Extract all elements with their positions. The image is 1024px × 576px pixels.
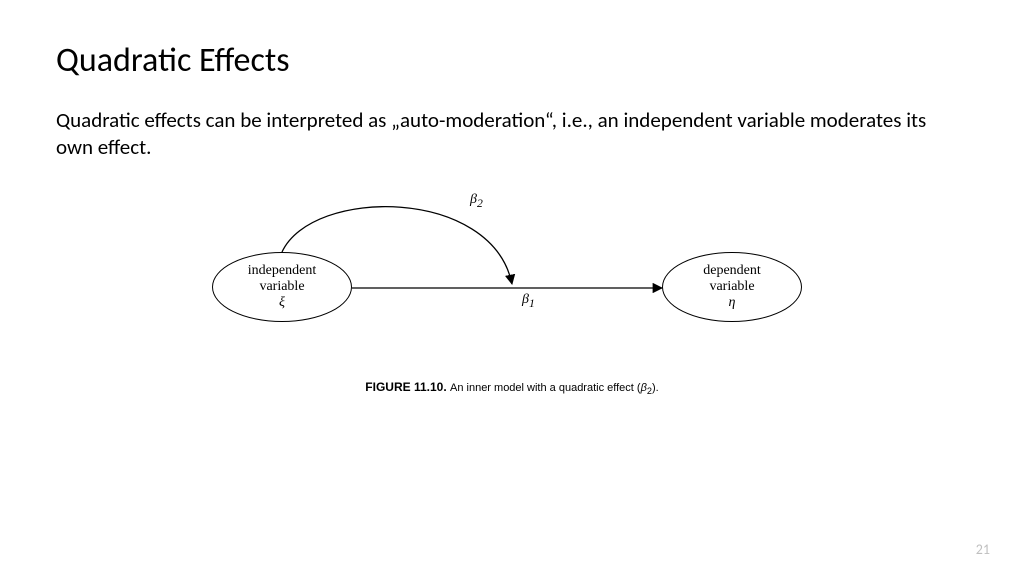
label-beta2: β2 xyxy=(470,192,483,210)
node-right-line2: variable xyxy=(709,279,754,295)
node-right-line1: dependent xyxy=(703,263,761,279)
node-left-line2: variable xyxy=(259,279,304,295)
diagram-container: independent variable ξ dependent variabl… xyxy=(56,192,968,362)
node-independent: independent variable ξ xyxy=(212,252,352,322)
label-beta1: β1 xyxy=(522,292,535,310)
node-left-symbol: ξ xyxy=(279,295,285,311)
figure-caption: FIGURE 11.10. An inner model with a quad… xyxy=(56,380,968,396)
node-left-line1: independent xyxy=(248,263,316,279)
slide-title: Quadratic Effects xyxy=(56,40,968,81)
page-number: 21 xyxy=(976,541,990,558)
node-right-symbol: η xyxy=(729,295,736,311)
slide-body: Quadratic effects can be interpreted as … xyxy=(56,107,968,162)
node-dependent: dependent variable η xyxy=(662,252,802,322)
quadratic-diagram: independent variable ξ dependent variabl… xyxy=(192,192,832,362)
